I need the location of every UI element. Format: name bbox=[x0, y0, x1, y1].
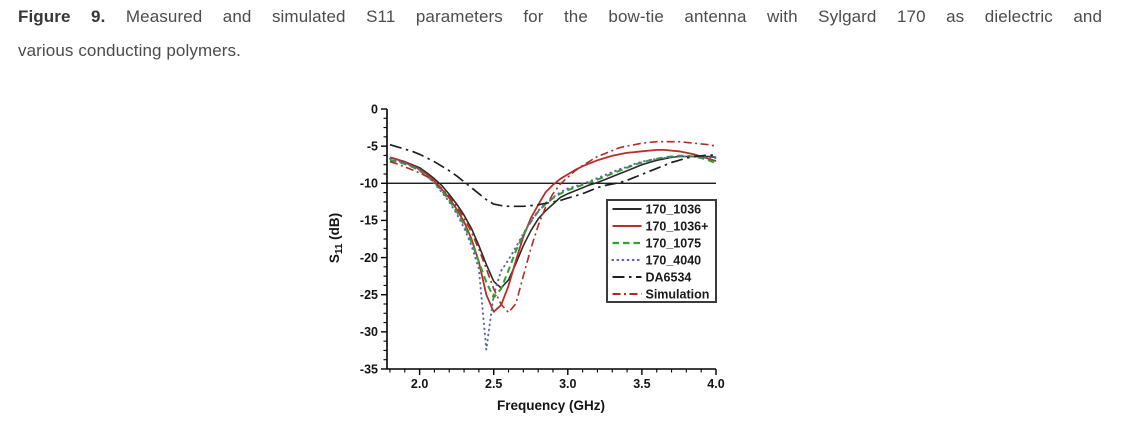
y-tick-label: -25 bbox=[360, 288, 378, 302]
y-tick-label: -35 bbox=[360, 362, 378, 376]
x-tick-label: 2.0 bbox=[411, 377, 428, 391]
caption-text-1: Measured and simulated S11 parameters fo… bbox=[125, 7, 1103, 26]
x-tick-label: 4.0 bbox=[707, 377, 724, 391]
legend-label: 170_1075 bbox=[646, 236, 702, 250]
y-tick-label: -15 bbox=[360, 214, 378, 228]
s11-chart-svg: 2.0 2.5 3.0 3.5 4.0 0 -5 -10 -15 -20 -25 -30 -35 170… bbox=[327, 102, 725, 413]
legend-item-DA6534: DA6534 bbox=[612, 270, 692, 284]
legend-label: Simulation bbox=[646, 287, 710, 301]
axes: 2.0 2.5 3.0 3.5 4.0 0 -5 -10 -15 -20 -25 -30 -35 bbox=[360, 102, 725, 391]
y-tick-label: 0 bbox=[371, 102, 378, 116]
y-axis-title-sub: 11 bbox=[334, 243, 345, 254]
x-tick-label: 3.0 bbox=[559, 377, 576, 391]
legend-label: 170_4040 bbox=[646, 253, 702, 267]
x-tick-label: 2.5 bbox=[485, 377, 502, 391]
legend-label: 170_1036 bbox=[646, 202, 702, 216]
y-axis-title: S11 (dB) bbox=[327, 213, 345, 263]
x-axis-title: Frequency (GHz) bbox=[497, 398, 605, 413]
legend-item-170_4040: 170_4040 bbox=[611, 253, 702, 267]
x-tick-label: 3.5 bbox=[633, 377, 650, 391]
figure-label: Figure 9. bbox=[18, 7, 106, 26]
curve-170_1036 bbox=[389, 155, 717, 289]
curve-Simulation bbox=[389, 140, 717, 314]
figure-caption: Figure 9. Measured and simulated S11 par… bbox=[18, 6, 1102, 61]
y-tick-label: -20 bbox=[360, 251, 378, 265]
y-tick-label: -5 bbox=[367, 139, 378, 153]
legend-item-170_1036+: 170_1036+ bbox=[612, 219, 709, 233]
legend: 170_1036 170_1036+ 170_1075 170_4040 DA6534 S… bbox=[606, 199, 717, 303]
y-axis-title-base: S bbox=[327, 254, 342, 263]
caption-line-2: various conducting polymers. bbox=[18, 41, 241, 61]
legend-item-Simulation: Simulation bbox=[612, 287, 710, 301]
legend-item-170_1075: 170_1075 bbox=[612, 236, 702, 250]
curves bbox=[389, 140, 717, 351]
legend-item-170_1036: 170_1036 bbox=[612, 202, 702, 216]
legend-label: 170_1036+ bbox=[646, 219, 709, 233]
curve-170_4040 bbox=[389, 155, 717, 351]
y-axis-title-rest: (dB) bbox=[327, 213, 342, 244]
y-tick-label: -10 bbox=[360, 177, 378, 191]
legend-box bbox=[606, 199, 717, 303]
y-tick-label: -30 bbox=[360, 325, 378, 339]
legend-label: DA6534 bbox=[646, 270, 692, 284]
s11-chart: 2.0 2.5 3.0 3.5 4.0 0 -5 -10 -15 -20 -25 -30 -35 170… bbox=[325, 92, 755, 430]
caption-line-1: Figure 9. Measured and simulated S11 par… bbox=[18, 6, 1102, 27]
